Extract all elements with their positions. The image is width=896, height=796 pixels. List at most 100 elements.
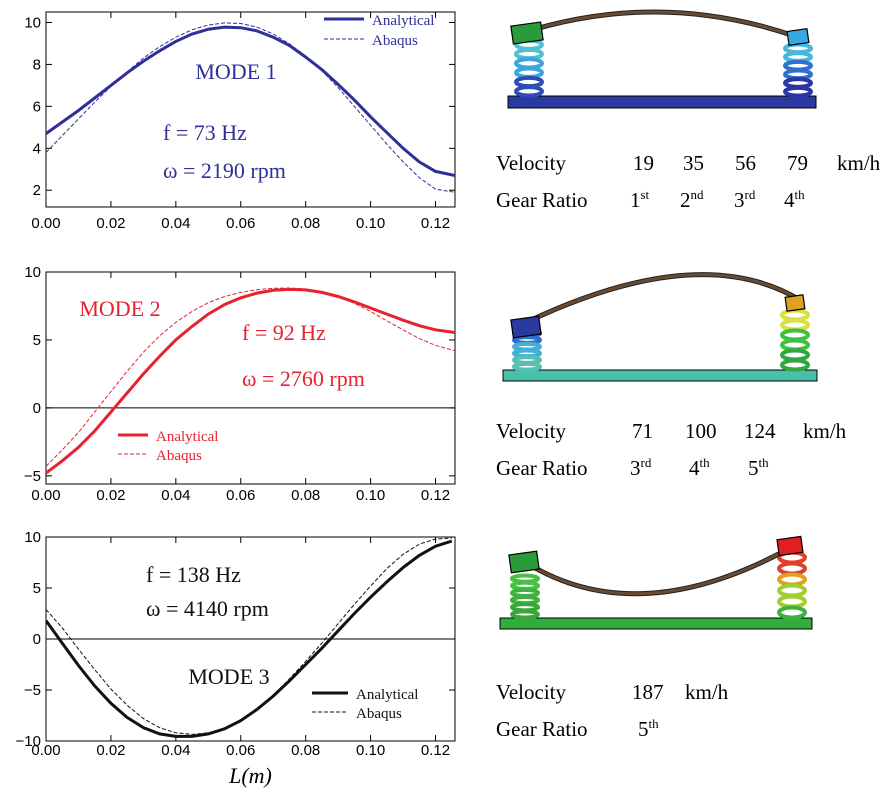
frequency-label: f = 92 Hz (242, 320, 326, 345)
mode-label: MODE 2 (79, 296, 160, 321)
spring-coil (514, 57, 544, 70)
y-tick-label: 10 (24, 529, 41, 546)
gear-suffix: st (640, 187, 650, 202)
mode-label: MODE 3 (188, 664, 269, 689)
spring-coil (780, 338, 810, 352)
x-tick-label: 0.10 (356, 215, 385, 232)
speed-label: ω = 2760 rpm (242, 366, 365, 391)
spring-coil (780, 328, 810, 342)
velocity-value: 124 (744, 419, 776, 443)
y-tick-label: 2 (33, 182, 41, 199)
gear-value: 2nd (680, 188, 704, 213)
series-line-abaqus (46, 22, 455, 193)
speed-label: ω = 4140 rpm (146, 596, 269, 621)
mass-block (786, 27, 810, 47)
mass-block (508, 550, 540, 574)
x-tick-label: 0.02 (96, 487, 125, 504)
fe-model-illustration (502, 272, 818, 382)
base-plate (502, 369, 818, 382)
spring-coil (514, 47, 544, 61)
velocity-value: 35 (683, 151, 704, 175)
y-tick-label: 0 (33, 400, 41, 417)
gear-number: 1 (630, 188, 641, 212)
x-tick-label: 0.04 (161, 742, 190, 759)
velocity-value: 100 (685, 419, 717, 443)
velocity-label: Velocity (496, 151, 566, 175)
speed-label: ω = 2190 rpm (163, 158, 286, 183)
series-line-abaqus (46, 537, 452, 735)
gear-value: 1st (630, 188, 649, 213)
velocity-value: 56 (735, 151, 756, 175)
x-tick-label: 0.06 (226, 215, 255, 232)
y-tick-label: −5 (24, 682, 41, 699)
spring-coil (514, 75, 544, 89)
fe-model-illustration (507, 9, 817, 109)
x-tick-label: 0.04 (161, 487, 190, 504)
plot-frame (45, 11, 456, 208)
velocity-row-1: Velocity 19 35 56 79 km/h (0, 151, 896, 179)
spring-coil (783, 85, 813, 98)
velocity-row-3: Velocity 187 km/h (0, 680, 896, 708)
mode-label: MODE 1 (195, 59, 276, 84)
gear-suffix: nd (690, 187, 704, 202)
gear-number: 5 (748, 456, 759, 480)
legend-label: Analytical (356, 687, 418, 703)
y-tick-label: −5 (24, 468, 41, 485)
gear-suffix: th (648, 716, 659, 731)
frequency-label: f = 73 Hz (163, 120, 247, 145)
gear-number: 3 (734, 188, 745, 212)
fe-model-illustration (499, 535, 813, 630)
x-tick-label: 0.12 (421, 215, 450, 232)
gear-value: 3rd (630, 456, 651, 481)
frequency-label: f = 138 Hz (146, 562, 241, 587)
x-tick-label: 0.02 (96, 215, 125, 232)
spring-coil (780, 318, 810, 332)
velocity-label: Velocity (496, 419, 566, 443)
base-plate (507, 95, 817, 109)
x-tick-label: 0.00 (31, 742, 60, 759)
y-tick-label: 6 (33, 98, 41, 115)
spring-coil (777, 572, 807, 587)
legend-label: Abaqus (372, 33, 418, 49)
gear-number: 4 (784, 188, 795, 212)
velocity-unit: km/h (685, 680, 729, 704)
gear-row-1: Gear Ratio 1st 2nd 3rd 4th (0, 188, 896, 216)
spring-coil (510, 609, 540, 620)
spring-coil (783, 51, 813, 63)
series-line-abaqus (46, 287, 455, 467)
series-line-analytical (46, 287, 455, 475)
spring-coil (780, 358, 810, 372)
mass-block (776, 535, 804, 557)
y-tick-label: 8 (33, 56, 41, 73)
spring-coil (783, 77, 813, 89)
gear-label: Gear Ratio (496, 717, 588, 741)
legend-label: Abaqus (156, 448, 202, 464)
chart-mode-2: 0.00 0.02 0.04 0.06 0.08 0.10 0.12 −5 0 5 10 Analyt… (24, 264, 456, 504)
velocity-unit: km/h (803, 419, 847, 443)
chart-mode-1: 0.00 0.02 0.04 0.06 0.08 0.10 0.12 2 4 6 8 10 Analyt… (24, 11, 456, 232)
x-tick-label: 0.10 (356, 742, 385, 759)
y-tick-label: 5 (33, 580, 41, 597)
y-tick-label: 10 (24, 264, 41, 281)
gear-label: Gear Ratio (496, 188, 588, 212)
gear-suffix: th (758, 455, 769, 470)
spring-coil (777, 594, 807, 609)
mass-block (510, 21, 544, 45)
x-tick-label: 0.08 (291, 742, 320, 759)
spring-coil (777, 561, 807, 576)
x-tick-label: 0.10 (356, 487, 385, 504)
x-tick-label: 0.12 (421, 487, 450, 504)
gear-number: 5 (638, 717, 649, 741)
spring-coil (783, 59, 813, 72)
deflected-beam (526, 273, 801, 324)
velocity-value: 19 (633, 151, 654, 175)
spring-coil (777, 583, 807, 598)
gear-suffix: th (699, 455, 710, 470)
legend-label: Abaqus (356, 706, 402, 722)
base-plate (499, 617, 813, 630)
deflected-beam (518, 10, 801, 40)
x-tick-label: 0.12 (421, 742, 450, 759)
gear-value: 5th (748, 456, 769, 481)
y-tick-label: 10 (24, 14, 41, 31)
y-tick-label: 4 (33, 140, 41, 157)
